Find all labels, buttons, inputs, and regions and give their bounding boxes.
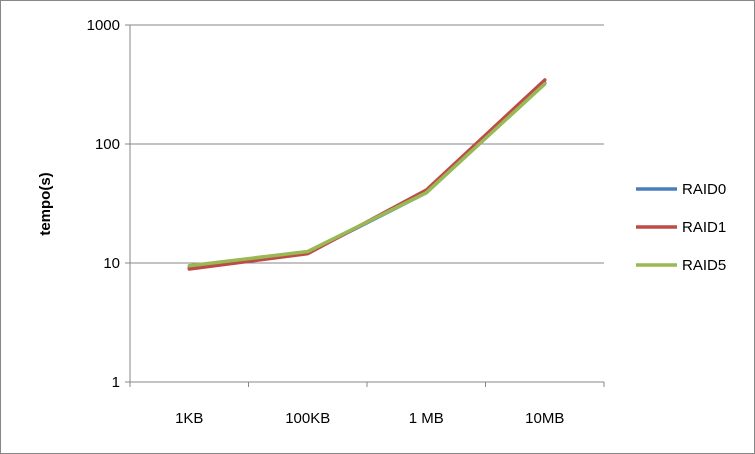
y-tick-label: 1000: [87, 17, 120, 34]
x-tick-label: 10MB: [525, 410, 564, 427]
x-tick-label: 100KB: [285, 410, 330, 427]
series-line-raid5: [187, 82, 547, 268]
series-lines: [187, 78, 547, 271]
y-tick-labels: 1 10 100 1000: [87, 17, 120, 391]
y-tick-label: 1: [112, 374, 120, 391]
legend-label-raid1: RAID1: [682, 219, 726, 236]
legend-label-raid5: RAID5: [682, 257, 726, 274]
x-tick-labels: 1KB 100KB 1 MB 10MB: [175, 410, 564, 427]
series-line-raid1: [187, 78, 547, 271]
axes: [129, 25, 604, 383]
gridlines: [125, 24, 605, 387]
legend-label-raid0: RAID0: [682, 181, 726, 198]
y-axis-title: tempo(s): [37, 172, 54, 235]
y-tick-label: 10: [103, 255, 120, 272]
legend: RAID0 RAID1 RAID5: [636, 181, 726, 274]
x-tick-label: 1 MB: [409, 410, 444, 427]
y-tick-label: 100: [95, 136, 120, 153]
x-tick-label: 1KB: [175, 410, 203, 427]
series-line-raid0: [187, 81, 547, 270]
